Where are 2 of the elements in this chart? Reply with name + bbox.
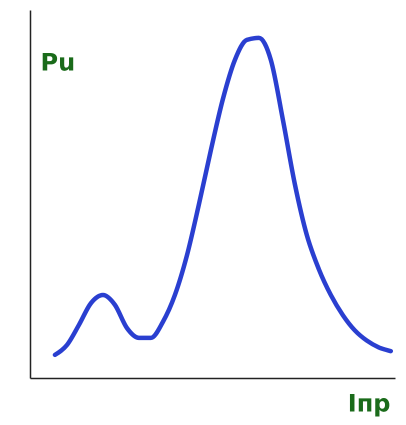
y-axis-title: Pu [40,48,76,76]
x-axis-title: Iпр [348,390,390,418]
